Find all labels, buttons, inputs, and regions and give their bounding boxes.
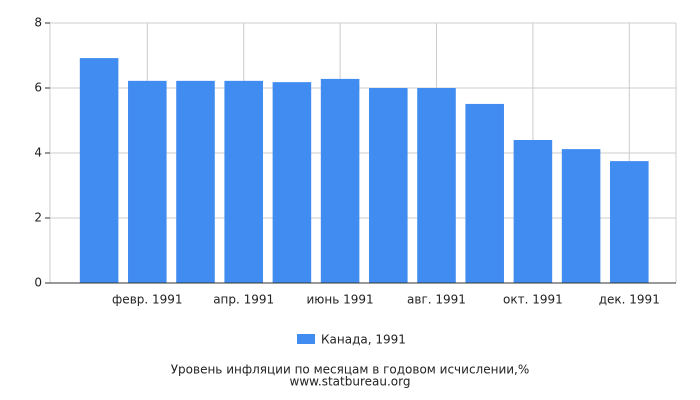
x-tick-label: авг. 1991 [407, 293, 466, 307]
x-tick-label: июнь 1991 [307, 293, 374, 307]
source: www.statbureau.org [290, 375, 411, 389]
y-tick-label: 8 [34, 16, 42, 30]
x-tick-label: дек. 1991 [599, 293, 660, 307]
bar [417, 88, 456, 283]
bar [320, 78, 360, 284]
y-tick-label: 0 [34, 276, 42, 290]
bar [561, 149, 601, 283]
bar [176, 80, 215, 283]
y-tick-label: 4 [34, 146, 42, 160]
bar [128, 80, 167, 283]
y-tick-label: 2 [34, 211, 42, 225]
bar [224, 80, 263, 283]
bar [79, 58, 119, 283]
y-tick-label: 6 [34, 81, 42, 95]
legend-swatch [297, 334, 315, 344]
x-tick-label: апр. 1991 [213, 293, 274, 307]
bar [610, 161, 649, 283]
chart-title: Уровень инфляции по месяцам в годовом ис… [171, 363, 530, 377]
x-tick-label: февр. 1991 [112, 293, 183, 307]
bar [369, 88, 408, 283]
legend-label: Канада, 1991 [321, 333, 406, 347]
bar [465, 103, 504, 283]
bar [272, 82, 312, 284]
x-tick-label: окт. 1991 [503, 293, 563, 307]
bar [513, 140, 553, 283]
